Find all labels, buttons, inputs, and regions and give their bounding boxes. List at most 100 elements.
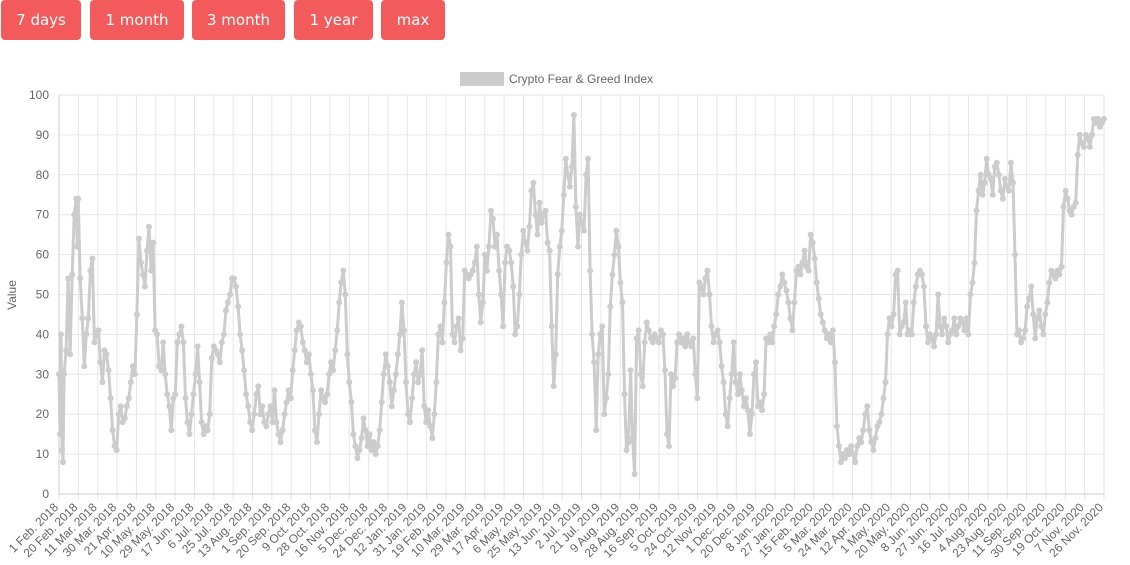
data-point[interactable]	[492, 243, 498, 250]
data-point[interactable]	[633, 335, 640, 342]
data-point[interactable]	[196, 379, 203, 386]
data-point[interactable]	[777, 283, 784, 290]
data-point[interactable]	[526, 223, 533, 230]
data-point[interactable]	[500, 323, 507, 330]
data-point[interactable]	[352, 443, 359, 450]
data-point[interactable]	[413, 359, 420, 366]
data-point[interactable]	[627, 367, 634, 374]
data-point[interactable]	[558, 227, 565, 234]
data-point[interactable]	[538, 219, 545, 226]
data-point[interactable]	[910, 299, 917, 306]
data-point[interactable]	[508, 259, 515, 266]
data-point[interactable]	[172, 391, 179, 398]
data-point[interactable]	[471, 259, 478, 266]
data-point[interactable]	[609, 271, 616, 278]
data-point[interactable]	[550, 383, 557, 390]
data-point[interactable]	[364, 443, 371, 450]
data-point[interactable]	[611, 251, 618, 258]
data-point[interactable]	[433, 379, 440, 386]
data-point[interactable]	[342, 291, 349, 298]
data-point[interactable]	[439, 339, 446, 346]
data-point[interactable]	[668, 371, 674, 378]
data-point[interactable]	[829, 327, 836, 334]
data-point[interactable]	[870, 447, 877, 454]
data-point[interactable]	[900, 319, 907, 326]
data-point[interactable]	[562, 155, 569, 162]
data-point[interactable]	[945, 339, 952, 346]
data-point[interactable]	[117, 403, 124, 410]
data-point[interactable]	[336, 299, 343, 306]
data-point[interactable]	[275, 431, 282, 438]
data-point[interactable]	[1036, 307, 1043, 314]
data-point[interactable]	[237, 331, 244, 338]
data-point[interactable]	[595, 351, 602, 358]
data-point[interactable]	[987, 175, 994, 182]
data-point[interactable]	[91, 339, 98, 346]
data-point[interactable]	[767, 331, 774, 338]
data-point[interactable]	[572, 203, 579, 210]
data-point[interactable]	[868, 439, 875, 446]
data-point[interactable]	[85, 315, 92, 322]
data-point[interactable]	[148, 267, 155, 274]
data-point[interactable]	[787, 315, 794, 322]
data-point[interactable]	[481, 251, 488, 258]
data-point[interactable]	[1042, 311, 1049, 318]
data-point[interactable]	[63, 347, 70, 354]
data-point[interactable]	[378, 399, 385, 406]
data-point[interactable]	[542, 207, 549, 214]
data-point[interactable]	[643, 319, 650, 326]
data-point[interactable]	[931, 343, 937, 350]
data-point[interactable]	[316, 411, 322, 418]
data-point[interactable]	[720, 379, 727, 386]
data-point[interactable]	[641, 339, 648, 346]
data-point[interactable]	[154, 331, 161, 338]
data-point[interactable]	[178, 323, 185, 330]
data-point[interactable]	[67, 351, 74, 358]
data-point[interactable]	[405, 411, 411, 418]
data-point[interactable]	[135, 235, 142, 242]
data-point[interactable]	[61, 371, 68, 378]
data-point[interactable]	[502, 259, 509, 266]
data-point[interactable]	[575, 243, 581, 250]
data-point[interactable]	[1088, 131, 1095, 138]
data-point[interactable]	[1032, 335, 1039, 342]
data-point[interactable]	[662, 367, 668, 374]
data-point[interactable]	[751, 371, 757, 378]
data-point[interactable]	[817, 311, 824, 318]
data-point[interactable]	[833, 423, 840, 430]
data-point[interactable]	[939, 331, 946, 338]
data-point[interactable]	[1022, 327, 1029, 334]
data-point[interactable]	[734, 391, 741, 398]
data-point[interactable]	[975, 187, 982, 194]
data-point[interactable]	[534, 231, 541, 238]
data-point[interactable]	[427, 423, 434, 430]
data-point[interactable]	[311, 427, 318, 434]
data-point[interactable]	[338, 279, 345, 286]
data-point[interactable]	[281, 411, 288, 418]
data-point[interactable]	[530, 179, 537, 186]
data-point[interactable]	[1005, 187, 1012, 194]
data-point[interactable]	[314, 439, 320, 446]
data-point[interactable]	[283, 399, 290, 406]
data-point[interactable]	[415, 379, 422, 386]
data-point[interactable]	[1030, 311, 1037, 318]
data-point[interactable]	[360, 415, 367, 422]
data-point[interactable]	[704, 267, 711, 274]
data-point[interactable]	[421, 403, 428, 410]
data-point[interactable]	[372, 451, 379, 458]
data-point[interactable]	[417, 371, 424, 378]
data-point[interactable]	[577, 211, 583, 218]
data-point[interactable]	[235, 303, 242, 310]
data-point[interactable]	[180, 339, 187, 346]
data-point[interactable]	[490, 215, 496, 222]
data-point[interactable]	[121, 415, 128, 422]
data-point[interactable]	[455, 315, 462, 322]
data-point[interactable]	[570, 112, 577, 118]
data-point[interactable]	[836, 443, 842, 450]
data-point[interactable]	[670, 383, 677, 390]
data-point[interactable]	[1064, 195, 1071, 202]
data-point[interactable]	[949, 327, 956, 334]
data-point[interactable]	[506, 247, 513, 254]
data-point[interactable]	[1076, 131, 1083, 138]
data-point[interactable]	[706, 291, 713, 298]
